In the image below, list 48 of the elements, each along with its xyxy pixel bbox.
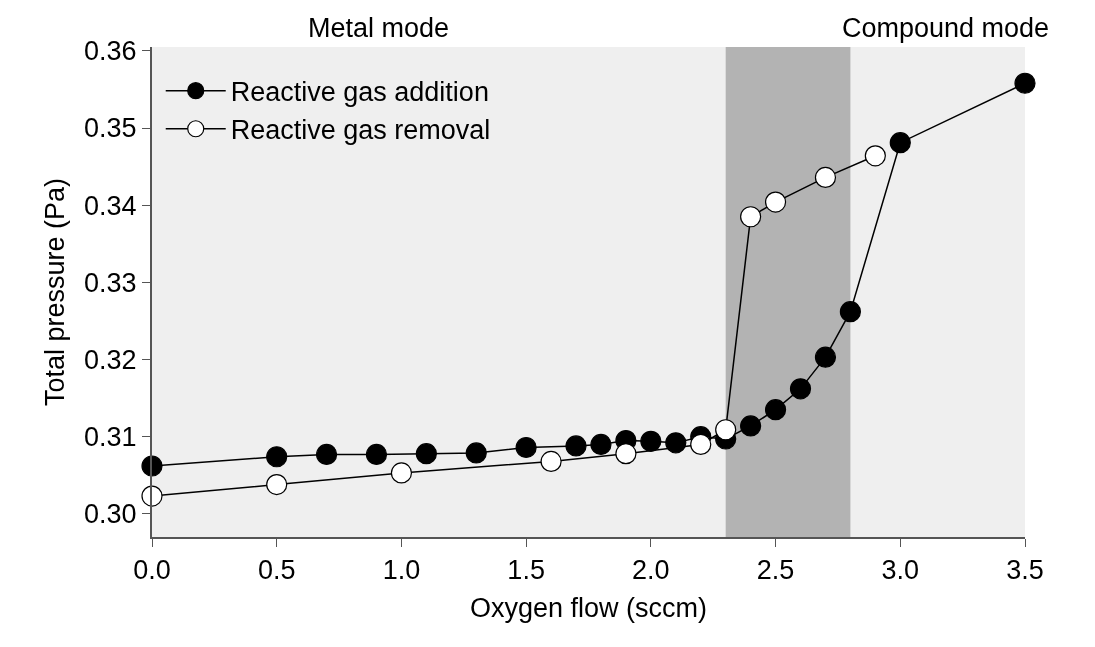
point [1014,72,1036,94]
point [465,442,487,464]
x-tick-label: 2.5 [756,555,795,586]
point [789,378,812,400]
text: Metal mode [308,13,450,43]
point [515,436,537,459]
point [764,191,787,213]
point [814,166,837,188]
point [740,206,762,228]
point [590,433,612,455]
y-tick-label: 0.35 [84,113,137,144]
y-tick-label: 0.36 [84,36,137,67]
legend-label: Reactive gas addition [230,77,489,108]
x-tick-label: 1.0 [382,555,421,586]
point [615,443,637,465]
point [316,443,338,466]
legend-label: Reactive gas removal [230,115,491,146]
point [640,430,662,452]
point [540,450,562,472]
y-axis-title: Total pressure (Pa) [39,177,70,407]
x-tick-label: 3.5 [1006,555,1044,586]
y-tick-label: 0.33 [84,267,137,298]
x-axis-title: Oxygen flow (sccm) [469,593,708,624]
point [390,462,413,484]
point [889,132,911,154]
point [365,443,388,466]
point [690,433,712,455]
point [665,432,687,454]
point [266,446,288,468]
y-tick-label: 0.30 [84,499,137,530]
point [839,301,861,323]
point [864,145,886,167]
point [565,435,587,457]
point [814,346,837,368]
point [764,399,787,421]
text: Compound mode [842,13,1050,43]
y-tick-label: 0.34 [84,190,137,221]
x-tick-label: 2.0 [632,555,670,586]
x-tick-label: 0.5 [257,555,296,586]
x-tick-label: 3.0 [881,555,920,586]
y-tick-label: 0.31 [84,422,137,453]
y-tick-label: 0.32 [84,344,137,375]
point [740,415,762,437]
x-tick-label: 0.0 [133,555,171,586]
x-tick-label: 1.5 [507,555,545,586]
point [266,473,288,496]
point [715,419,737,441]
point [415,443,437,465]
